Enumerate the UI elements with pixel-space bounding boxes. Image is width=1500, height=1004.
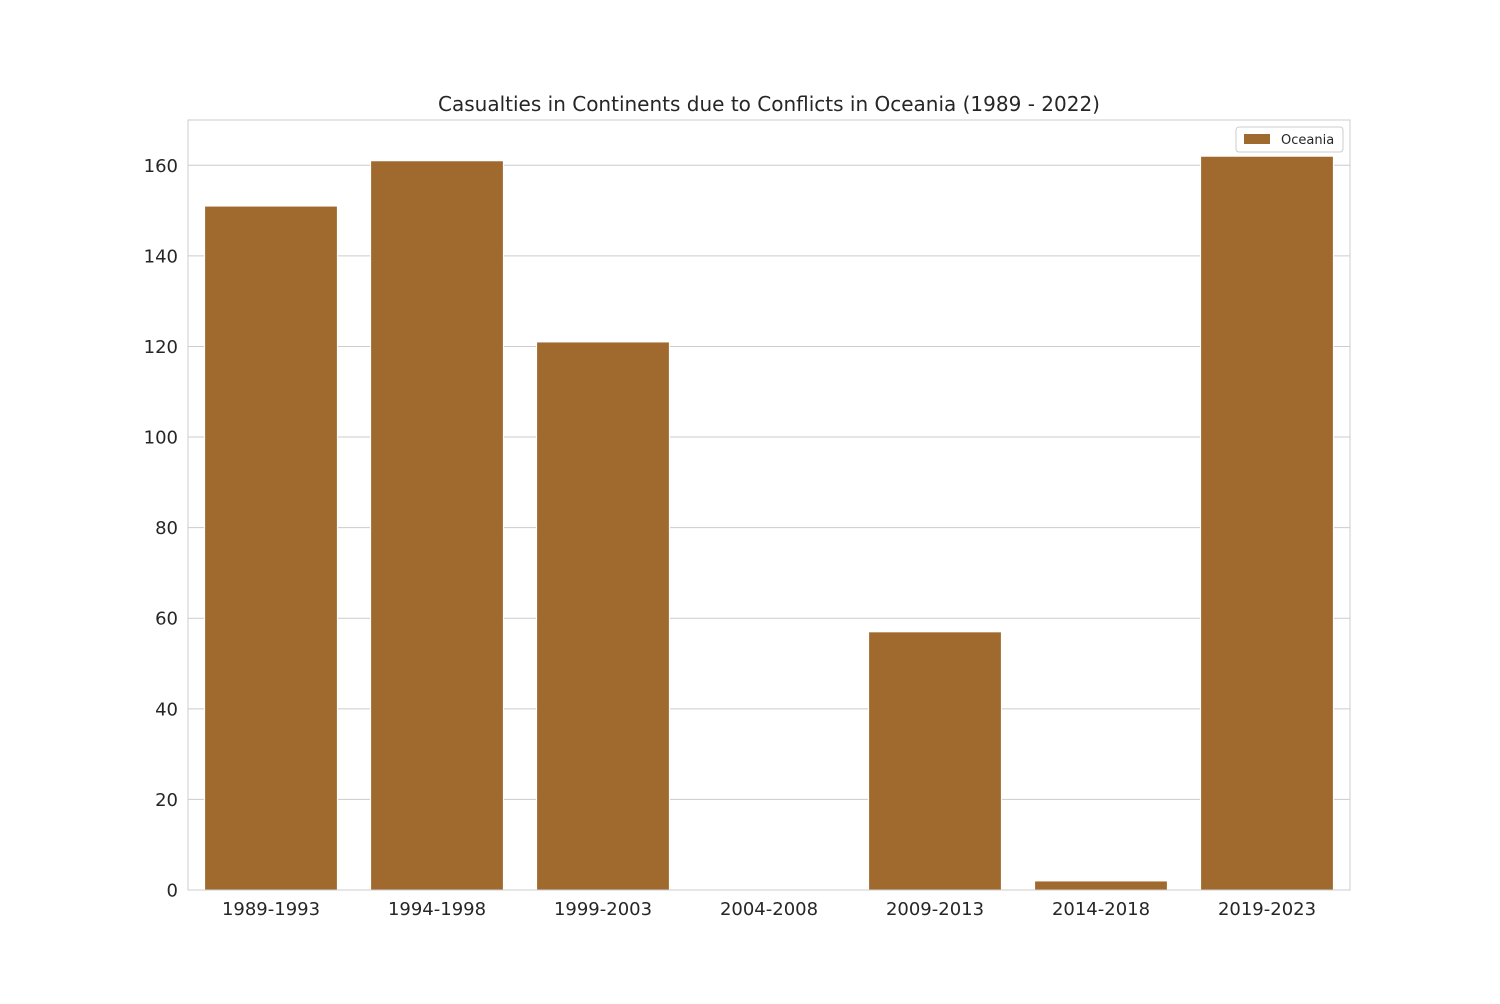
x-tick-label: 2009-2013 [886,899,984,920]
legend-label: Oceania [1281,133,1334,148]
legend-swatch [1244,134,1270,144]
plot-frame [187,119,1351,891]
y-tick-label: 20 [155,790,178,811]
x-tick-label: 1989-1993 [222,899,320,920]
bar [868,631,1002,891]
legend: Oceania [1235,126,1344,153]
legend-box [1235,126,1344,153]
y-tick-label: 100 [144,428,178,449]
bar [536,341,670,891]
bar [1034,880,1168,891]
bars [204,155,1334,891]
y-axis-ticks: 0 20 40 60 80 100 120 140 160 [144,156,178,902]
grid-lines [188,164,1350,891]
bar [370,160,504,891]
y-tick-label: 160 [144,156,178,177]
y-tick-label: 40 [155,699,178,720]
x-tick-label: 2019-2023 [1218,899,1316,920]
chart-title: Casualties in Continents due to Conflict… [438,92,1100,116]
y-tick-label: 60 [155,609,178,630]
x-tick-label: 1999-2003 [554,899,652,920]
bar [1200,155,1334,891]
y-tick-label: 140 [144,246,178,267]
x-axis-ticks: 1989-1993 1994-1998 1999-2003 2004-2008 2009… [222,899,1316,920]
bar [204,205,338,891]
y-tick-label: 120 [144,337,178,358]
x-tick-label: 2004-2008 [720,899,818,920]
y-tick-label: 0 [167,881,178,902]
x-tick-label: 2014-2018 [1052,899,1150,920]
x-tick-label: 1994-1998 [388,899,486,920]
y-tick-label: 80 [155,518,178,539]
